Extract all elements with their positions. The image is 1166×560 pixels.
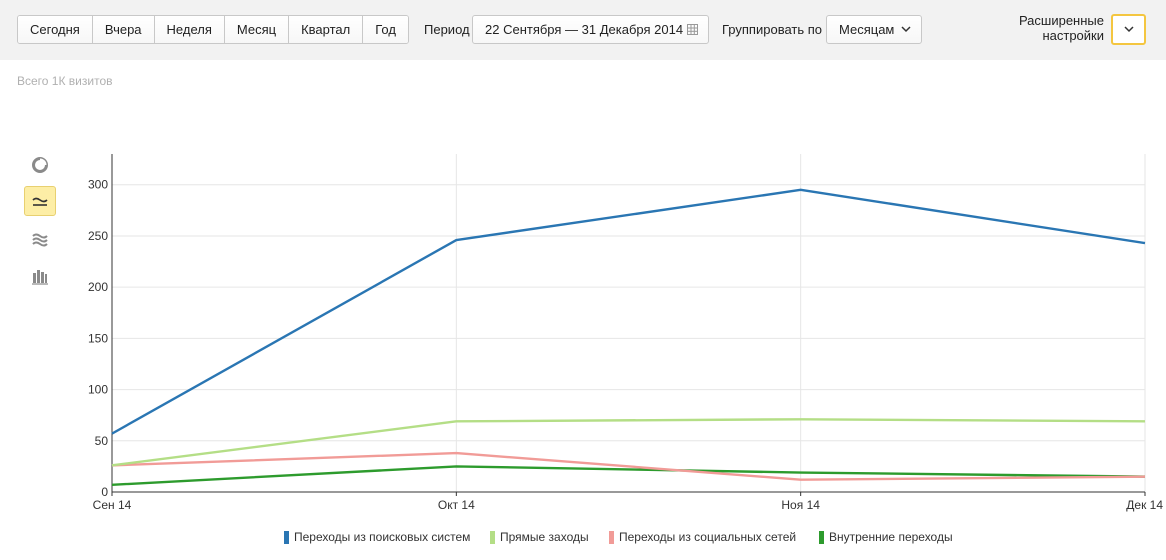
x-tick-label: Сен 14 [93, 498, 132, 512]
legend-swatch [490, 530, 495, 544]
chart-type-area[interactable] [24, 225, 56, 255]
bar-chart-icon [32, 270, 48, 285]
advanced-settings-label: Расширенные настройки [1018, 13, 1104, 43]
group-by-value: Месяцам [839, 22, 895, 37]
legend-swatch [819, 530, 824, 544]
date-range-buttons: Сегодня Вчера Неделя Месяц Квартал Год [17, 15, 409, 44]
legend-label: Внутренние переходы [829, 530, 953, 544]
pie-chart-icon [32, 157, 48, 173]
series-line [111, 451, 1146, 481]
chart-type-bar[interactable] [24, 262, 56, 292]
range-yesterday-button[interactable]: Вчера [92, 16, 155, 43]
area-chart-icon [32, 233, 48, 247]
advanced-settings-button[interactable] [1111, 14, 1146, 45]
period-label: Период [424, 22, 470, 37]
range-month-button[interactable]: Месяц [224, 16, 290, 43]
group-by-label: Группировать по [722, 22, 823, 37]
toolbar: Сегодня Вчера Неделя Месяц Квартал Год П… [0, 0, 1166, 60]
line-chart: 0 50 100 150 200 250 300 Сен 14 Окт 14 Ноя 14 Дек … [88, 154, 1163, 512]
y-tick-label: 150 [88, 331, 108, 345]
legend-label: Прямые заходы [500, 530, 589, 544]
chevron-down-icon [901, 26, 911, 33]
calendar-icon [687, 24, 698, 35]
legend-item-social[interactable]: Переходы из социальных сетей [609, 530, 796, 544]
total-visits: Всего 1К визитов [17, 74, 113, 88]
range-year-button[interactable]: Год [363, 16, 408, 43]
line-chart-icon [32, 197, 48, 206]
x-tick-label: Дек 14 [1126, 498, 1163, 512]
group-by-select[interactable]: Месяцам [826, 15, 922, 44]
period-value: 22 Сентября — 31 Декабря 2014 [485, 22, 684, 37]
legend-label: Переходы из социальных сетей [619, 530, 797, 544]
series-line [111, 188, 1146, 435]
chart-type-line[interactable] [24, 186, 56, 216]
chart-legend: Переходы из поисковых систем Прямые захо… [0, 530, 1166, 548]
legend-swatch [609, 530, 614, 544]
y-tick-label: 300 [88, 178, 108, 192]
y-tick-label: 50 [95, 434, 109, 448]
range-week-button[interactable]: Неделя [154, 16, 225, 43]
chart-type-pie[interactable] [24, 150, 56, 180]
period-picker[interactable]: 22 Сентября — 31 Декабря 2014 [472, 15, 709, 44]
legend-swatch [284, 530, 289, 544]
x-tick-label: Окт 14 [438, 498, 475, 512]
series-line [111, 418, 1146, 467]
x-tick-label: Ноя 14 [781, 498, 820, 512]
range-quarter-button[interactable]: Квартал [289, 16, 364, 43]
range-today-button[interactable]: Сегодня [18, 16, 93, 43]
legend-item-search[interactable]: Переходы из поисковых систем [284, 530, 470, 544]
legend-label: Переходы из поисковых систем [294, 530, 471, 544]
y-tick-label: 250 [88, 229, 108, 243]
legend-item-direct[interactable]: Прямые заходы [490, 530, 589, 544]
legend-item-internal[interactable]: Внутренние переходы [819, 530, 953, 544]
y-tick-label: 200 [88, 280, 108, 294]
y-tick-label: 0 [101, 485, 108, 499]
chevron-down-icon [1124, 26, 1134, 33]
y-tick-label: 100 [88, 383, 108, 397]
series-line [111, 465, 1146, 487]
